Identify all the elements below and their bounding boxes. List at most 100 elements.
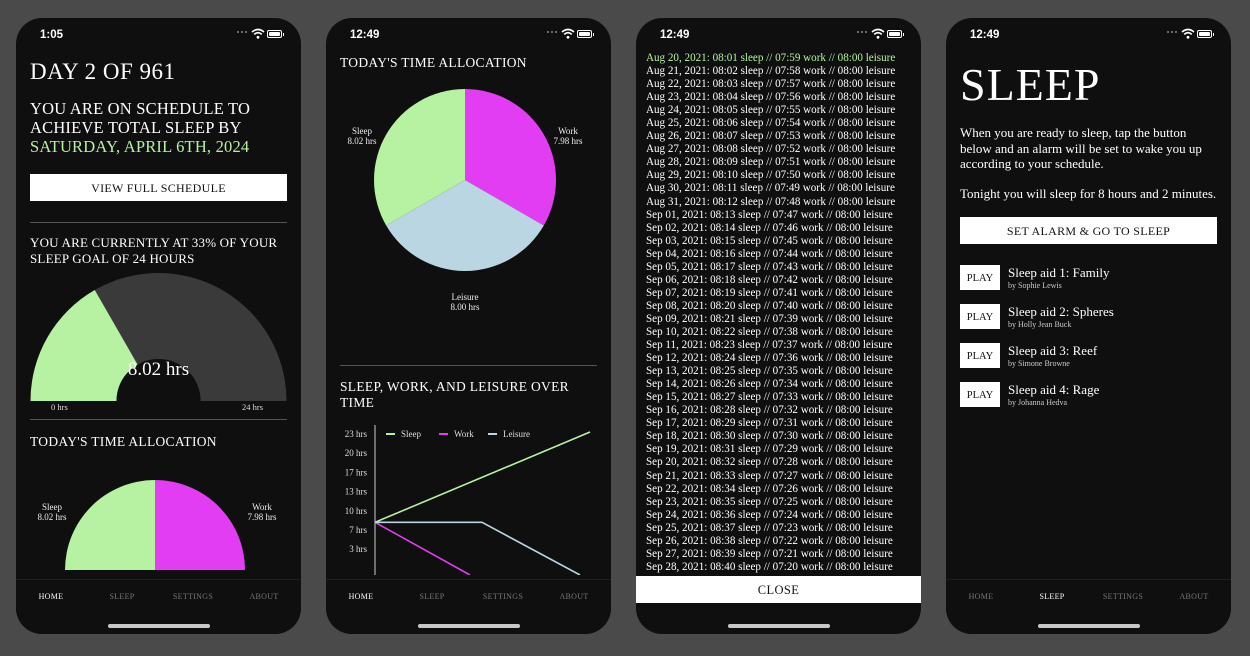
allocation-title: TODAY'S TIME ALLOCATION — [30, 434, 217, 449]
schedule-row: Aug 27, 2021: 08:08 sleep // 07:52 work … — [646, 143, 896, 156]
schedule-row: Sep 15, 2021: 08:27 sleep // 07:33 work … — [646, 391, 893, 404]
close-button[interactable]: CLOSE — [636, 576, 921, 603]
series-line-leisure — [375, 521, 581, 575]
pie-slice-sleep — [65, 480, 155, 570]
y-tick-label: 7 hrs — [349, 525, 367, 535]
gauge-center — [116, 359, 201, 401]
y-tick-label: 20 hrs — [345, 448, 368, 458]
phone-schedule-screen: 12:49 Aug 20, 2021: 08:01 sleep // 07:59… — [636, 18, 921, 634]
tab-sleep[interactable]: SLEEP — [1039, 592, 1065, 601]
day-counter: DAY 2 OF 961 — [30, 59, 176, 84]
schedule-row: Sep 08, 2021: 08:20 sleep // 07:40 work … — [646, 299, 893, 312]
battery-icon — [887, 30, 904, 38]
tab-bar: HOME SLEEP SETTINGS ABOUT — [16, 579, 301, 634]
tab-bar: HOME SLEEP SETTINGS ABOUT — [326, 579, 611, 634]
y-tick-label: 23 hrs — [345, 429, 368, 439]
schedule-row: Sep 24, 2021: 08:36 sleep // 07:24 work … — [646, 508, 893, 521]
gauge-fill — [30, 290, 138, 401]
sleep-aid-item: PLAY Sleep aid 2: Spheres by Holly Jean Bu… — [960, 304, 1217, 343]
wifi-icon — [1181, 28, 1195, 39]
phone-home-screen: 1:05 DAY 2 OF 961 YOU ARE ON SCHEDULE TO… — [16, 18, 301, 634]
pie-label-sleep: Sleep 8.02 hrs — [37, 502, 67, 522]
pie-label-sleep: Sleep 8.02 hrs — [347, 126, 377, 146]
schedule-row: Sep 07, 2021: 08:19 sleep // 07:41 work … — [646, 286, 893, 299]
tab-sleep[interactable]: SLEEP — [109, 592, 135, 601]
tab-settings[interactable]: SETTINGS — [172, 592, 214, 601]
schedule-row: Sep 25, 2021: 08:37 sleep // 07:23 work … — [646, 521, 893, 534]
schedule-row: Sep 02, 2021: 08:14 sleep // 07:46 work … — [646, 221, 893, 234]
tab-sleep[interactable]: SLEEP — [419, 592, 445, 601]
sleep-aid-author: by Holly Jean Buck — [1008, 320, 1072, 329]
schedule-row: Sep 05, 2021: 08:17 sleep // 07:43 work … — [646, 260, 893, 273]
play-button[interactable]: PLAY — [960, 304, 1000, 329]
pie-slice-work — [155, 480, 245, 570]
allocation-pie-partial: Sleep 8.02 hrs Work 7.98 hrs — [30, 458, 287, 578]
schedule-row: Sep 04, 2021: 08:16 sleep // 07:44 work … — [646, 247, 893, 260]
sleep-aid-title: Sleep aid 2: Spheres — [1008, 304, 1114, 319]
schedule-row: Sep 27, 2021: 08:39 sleep // 07:21 work … — [646, 547, 893, 560]
y-tick-label: 10 hrs — [345, 506, 368, 516]
divider — [340, 365, 597, 366]
status-bar: 1:05 — [16, 18, 301, 52]
schedule-row: Sep 12, 2021: 08:24 sleep // 07:36 work … — [646, 352, 893, 365]
tab-home[interactable]: HOME — [348, 592, 374, 601]
y-tick-label: 3 hrs — [349, 544, 367, 554]
pie-label-work: Work 7.98 hrs — [553, 126, 583, 146]
schedule-row: Aug 26, 2021: 08:07 sleep // 07:53 work … — [646, 130, 896, 143]
home-indicator — [728, 624, 830, 628]
allocation-pie: Sleep 8.02 hrs Work 7.98 hrs Leisure 8.00 h… — [340, 79, 597, 339]
play-button[interactable]: PLAY — [960, 382, 1000, 407]
sleep-goal-gauge: 8.02 hrs 0 hrs 24 hrs — [30, 272, 287, 412]
status-bar: 12:49 — [326, 18, 611, 52]
pie-slice-work — [465, 89, 556, 226]
schedule-row: Aug 22, 2021: 08:03 sleep // 07:57 work … — [646, 78, 896, 91]
schedule-row: Aug 24, 2021: 08:05 sleep // 07:55 work … — [646, 104, 896, 117]
view-full-schedule-button[interactable]: VIEW FULL SCHEDULE — [30, 174, 287, 201]
tab-settings[interactable]: SETTINGS — [482, 592, 524, 601]
pie-slice-sleep — [374, 89, 465, 226]
gauge-min-label: 0 hrs — [51, 402, 68, 412]
schedule-row: Sep 06, 2021: 08:18 sleep // 07:42 work … — [646, 273, 893, 286]
schedule-row: Aug 23, 2021: 08:04 sleep // 07:56 work … — [646, 91, 896, 104]
battery-icon — [1197, 30, 1214, 38]
legend-label: Sleep — [401, 429, 421, 439]
schedule-row: Sep 16, 2021: 08:28 sleep // 07:32 work … — [646, 404, 893, 417]
status-time: 1:05 — [40, 29, 64, 41]
tab-about[interactable]: ABOUT — [1179, 592, 1209, 601]
play-button[interactable]: PLAY — [960, 343, 1000, 368]
schedule-row: Sep 10, 2021: 08:22 sleep // 07:38 work … — [646, 325, 893, 338]
legend-label: Work — [454, 429, 474, 439]
schedule-row: Sep 22, 2021: 08:34 sleep // 07:26 work … — [646, 482, 893, 495]
tab-about[interactable]: ABOUT — [559, 592, 589, 601]
schedule-row: Sep 11, 2021: 08:23 sleep // 07:37 work … — [646, 339, 893, 352]
status-time: 12:49 — [350, 29, 380, 41]
schedule-row: Sep 14, 2021: 08:26 sleep // 07:34 work … — [646, 378, 893, 391]
signal-icon — [857, 31, 869, 37]
schedule-row: Aug 21, 2021: 08:02 sleep // 07:58 work … — [646, 65, 896, 78]
sleep-aid-author: by Sophie Lewis — [1008, 281, 1062, 290]
tab-settings[interactable]: SETTINGS — [1102, 592, 1144, 601]
divider — [30, 419, 287, 420]
signal-icon — [237, 31, 249, 37]
wifi-icon — [251, 28, 265, 39]
tab-home[interactable]: HOME — [38, 592, 64, 601]
tab-home[interactable]: HOME — [968, 592, 994, 601]
tab-about[interactable]: ABOUT — [249, 592, 279, 601]
pie-label-leisure: Leisure 8.00 hrs — [450, 292, 480, 312]
home-indicator — [418, 624, 520, 628]
schedule-text: YOU ARE ON SCHEDULE TO ACHIEVE TOTAL SLE… — [30, 99, 251, 156]
phone-allocation-screen: 12:49 TODAY'S TIME ALLOCATION Sleep 8.02 … — [326, 18, 611, 634]
schedule-row: Sep 18, 2021: 08:30 sleep // 07:30 work … — [646, 430, 893, 443]
play-button[interactable]: PLAY — [960, 265, 1000, 290]
schedule-list[interactable]: Aug 20, 2021: 08:01 sleep // 07:59 work … — [646, 52, 917, 586]
schedule-row: Sep 19, 2021: 08:31 sleep // 07:29 work … — [646, 443, 893, 456]
tab-bar: HOME SLEEP SETTINGS ABOUT — [946, 579, 1231, 634]
series-line-sleep — [374, 431, 591, 524]
schedule-row: Aug 31, 2021: 08:12 sleep // 07:48 work … — [646, 195, 896, 208]
sleep-aid-title: Sleep aid 1: Family — [1008, 265, 1110, 280]
schedule-row: Sep 28, 2021: 08:40 sleep // 07:20 work … — [646, 560, 893, 573]
set-alarm-button[interactable]: SET ALARM & GO TO SLEEP — [960, 217, 1217, 244]
status-time: 12:49 — [660, 29, 690, 41]
schedule-row: Sep 09, 2021: 08:21 sleep // 07:39 work … — [646, 312, 893, 325]
home-indicator — [1038, 624, 1140, 628]
